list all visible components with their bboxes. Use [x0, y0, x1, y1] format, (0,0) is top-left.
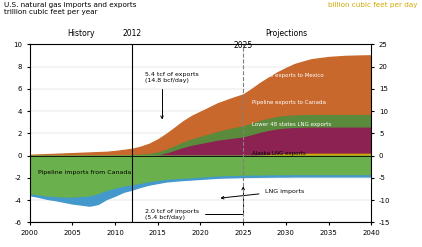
- Text: Pipeline exports to Canada: Pipeline exports to Canada: [252, 100, 326, 105]
- Text: Pipeline imports from Canada: Pipeline imports from Canada: [38, 170, 131, 175]
- Text: Pipeline exports to Mexico: Pipeline exports to Mexico: [252, 73, 324, 78]
- Text: LNG imports: LNG imports: [222, 189, 304, 199]
- Text: 2012: 2012: [122, 29, 142, 38]
- Text: Projections: Projections: [265, 29, 307, 38]
- Text: Lower 48 states LNG exports: Lower 48 states LNG exports: [252, 122, 331, 127]
- Text: U.S. natural gas imports and exports
trillion cubic feet per year: U.S. natural gas imports and exports tri…: [4, 2, 137, 16]
- Text: 2025: 2025: [233, 41, 253, 50]
- Text: Alaska LNG exports: Alaska LNG exports: [252, 151, 306, 156]
- Text: 2.0 tcf of imports
(5.4 bcf/day): 2.0 tcf of imports (5.4 bcf/day): [145, 187, 244, 220]
- Text: 5.4 tcf of exports
(14.8 bcf/day): 5.4 tcf of exports (14.8 bcf/day): [145, 72, 199, 118]
- Text: billion cubic feet per day: billion cubic feet per day: [328, 2, 418, 8]
- Text: History: History: [67, 29, 95, 38]
